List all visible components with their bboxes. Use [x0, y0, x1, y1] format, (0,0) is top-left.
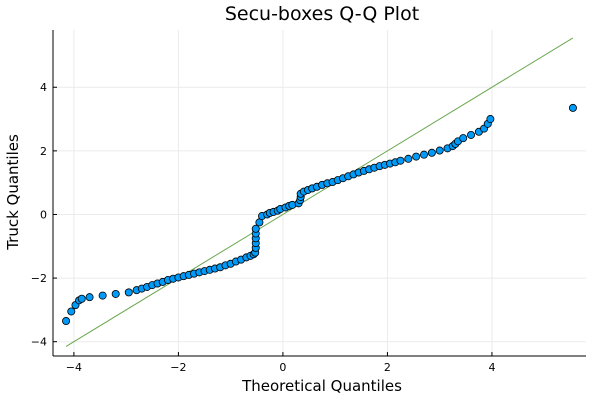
data-point: [412, 152, 421, 161]
data-point: [111, 289, 120, 298]
data-point: [67, 307, 76, 316]
grid-layer: [53, 30, 586, 356]
data-point: [62, 317, 71, 326]
data-point: [77, 294, 86, 303]
x-axis-title: Theoretical Quantiles: [241, 377, 402, 395]
data-point: [568, 103, 577, 112]
y-tick-label: −4: [31, 336, 47, 349]
data-point: [85, 293, 94, 302]
data-point: [459, 134, 468, 143]
data-point: [467, 130, 476, 139]
data-point: [396, 156, 405, 165]
x-tick-label: −4: [66, 361, 82, 374]
data-point: [124, 288, 133, 297]
x-tick-label: 2: [384, 361, 391, 374]
data-point: [251, 224, 260, 233]
reference-line: [65, 37, 574, 347]
data-point: [486, 115, 495, 124]
data-point: [404, 154, 413, 163]
y-axis-title: Truck Quantiles: [4, 134, 22, 251]
data-points-layer: [62, 103, 577, 326]
reference-line-layer: [65, 37, 574, 347]
x-tick-label: 4: [488, 361, 495, 374]
y-tick-label: 0: [40, 208, 47, 221]
data-point: [98, 291, 107, 300]
y-tick-label: 2: [40, 145, 47, 158]
axes-layer: [52, 30, 586, 357]
data-point: [420, 150, 429, 159]
data-point: [435, 146, 444, 155]
y-tick-label: −2: [31, 272, 47, 285]
y-tick-label: 4: [40, 81, 47, 94]
data-point: [427, 148, 436, 157]
x-tick-label: −2: [170, 361, 186, 374]
chart-title: Secu-boxes Q-Q Plot: [225, 3, 419, 25]
tick-labels-layer: −4 −2 0 2 4 −4 −2 0 2 4: [31, 81, 496, 374]
x-tick-label: 0: [279, 361, 286, 374]
